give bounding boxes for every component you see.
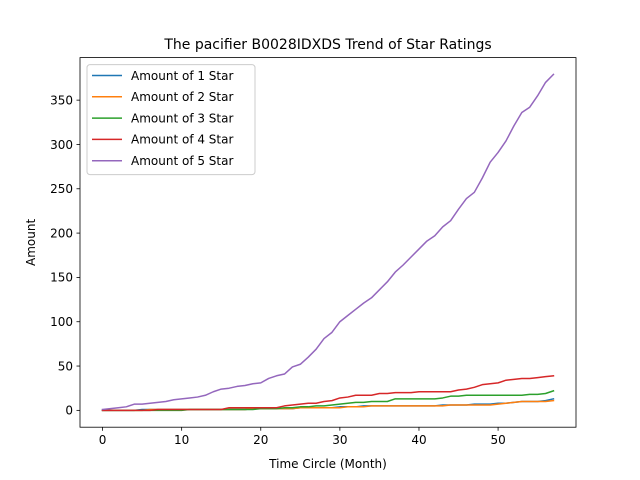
series-line-3 bbox=[101, 389, 555, 412]
x-tick-label: 20 bbox=[253, 433, 268, 447]
series-line-5 bbox=[101, 73, 555, 411]
chart-title: The pacifier B0028IDXDS Trend of Star Ra… bbox=[163, 37, 491, 53]
series-layer bbox=[101, 73, 555, 412]
legend-label-4: Amount of 4 Star bbox=[131, 133, 233, 147]
y-axis-ticks: 0 50 100 150 200 250 300 350 bbox=[50, 93, 80, 418]
x-axis-label: Time Circle (Month) bbox=[268, 457, 387, 471]
y-tick-label: 250 bbox=[50, 182, 73, 196]
legend-box bbox=[86, 64, 256, 176]
y-tick-label: 350 bbox=[50, 93, 73, 107]
legend-label-5: Amount of 5 Star bbox=[131, 154, 233, 168]
y-axis-label: Amount bbox=[24, 219, 38, 266]
legend-label-2: Amount of 2 Star bbox=[131, 90, 233, 104]
y-tick-label: 100 bbox=[50, 315, 73, 329]
series-line-4 bbox=[101, 374, 555, 412]
y-tick-label: 300 bbox=[50, 138, 73, 152]
y-tick-label: 0 bbox=[65, 404, 73, 418]
y-tick-label: 200 bbox=[50, 226, 73, 240]
x-tick-label: 30 bbox=[332, 433, 347, 447]
y-tick-label: 150 bbox=[50, 271, 73, 285]
y-tick-label: 50 bbox=[58, 359, 73, 373]
legend-items: Amount of 1 Star Amount of 2 Star Amount o… bbox=[92, 69, 233, 168]
x-tick-label: 0 bbox=[99, 433, 107, 447]
plot-frame bbox=[79, 57, 577, 428]
x-tick-label: 50 bbox=[490, 433, 505, 447]
legend: Amount of 1 Star Amount of 2 Star Amount o… bbox=[86, 64, 256, 176]
x-axis-ticks: 0 10 20 30 40 50 bbox=[99, 427, 506, 447]
x-tick-label: 10 bbox=[174, 433, 189, 447]
x-tick-label: 40 bbox=[411, 433, 426, 447]
legend-label-3: Amount of 3 Star bbox=[131, 111, 233, 125]
legend-label-1: Amount of 1 Star bbox=[131, 69, 233, 83]
